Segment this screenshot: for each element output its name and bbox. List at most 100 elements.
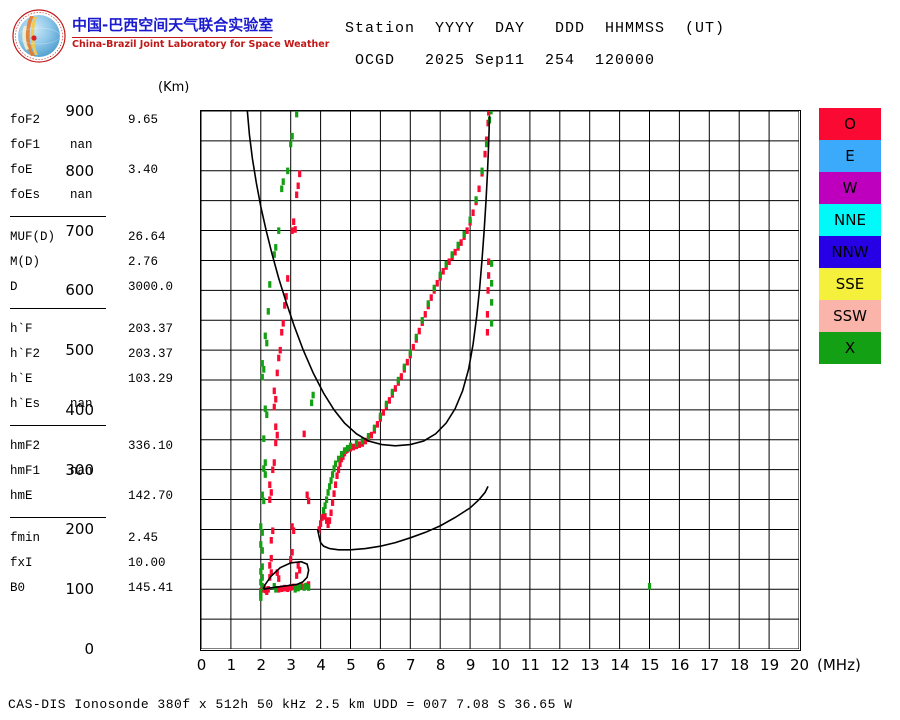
param-row: foF1 nan <box>10 133 140 158</box>
legend-item-nne[interactable]: NNE <box>819 204 881 236</box>
lab-title-en: China-Brazil Joint Laboratory for Space … <box>72 39 330 50</box>
param-row: foEs nan <box>10 183 140 208</box>
x-tick-label: 4 <box>316 656 326 674</box>
grid-lines <box>201 111 800 650</box>
param-key: B0 <box>10 581 26 595</box>
legend-item-e[interactable]: E <box>819 140 881 172</box>
param-key: M(D) <box>10 255 41 269</box>
param-row: hmF1 nan <box>10 459 140 484</box>
param-key: foE <box>10 163 33 177</box>
x-tick-label: 13 <box>580 656 600 674</box>
y-tick-label: 600 <box>65 281 94 300</box>
legend-item-ssw[interactable]: SSW <box>819 300 881 332</box>
param-row: MUF(D) 26.64 <box>10 225 166 250</box>
lab-title-cn: 中国-巴西空间天气联合实验室 <box>72 16 274 34</box>
ionogram-plot-area[interactable] <box>200 110 801 651</box>
y-tick-label: 300 <box>65 460 94 479</box>
branding-divider <box>72 37 272 38</box>
param-row: B0 145.41 <box>10 576 173 601</box>
y-tick-label: 700 <box>65 221 94 240</box>
x-tick-label: 12 <box>550 656 570 674</box>
y-tick-label: 800 <box>65 161 94 180</box>
param-row: M(D) 2.76 <box>10 250 158 275</box>
instrument-footer: CAS-DIS Ionosonde 380f x 512h 50 kHz 2.5… <box>8 697 573 712</box>
y-axis-unit-label: (Km) <box>158 80 190 95</box>
y-tick-label: 900 <box>65 102 94 120</box>
param-key: h`E <box>10 372 33 386</box>
param-row: fxI 10.00 <box>10 551 166 576</box>
x-tick-label: 3 <box>286 656 296 674</box>
param-key: hmF2 <box>10 439 41 453</box>
x-tick-label: 15 <box>640 656 660 674</box>
param-key: foF1 <box>10 138 41 152</box>
param-key: foF2 <box>10 113 41 127</box>
y-tick-label: 100 <box>65 580 94 599</box>
param-group-muf: MUF(D) 26.64 M(D) 2.76 D 3000.0 <box>10 225 173 300</box>
param-group-misc: fmin 2.45 fxI 10.00 B0 145.41 <box>10 526 173 601</box>
x-tick-label: 7 <box>406 656 416 674</box>
true-height-profile-curve <box>246 111 491 591</box>
echo-series-o <box>259 111 491 597</box>
x-tick-label: 0 <box>196 656 207 674</box>
x-tick-label: 2 <box>256 656 267 674</box>
param-group-peak-heights: hmF2 336.10 hmF1 nan hmE 142.70 <box>10 434 173 509</box>
x-tick-label: 16 <box>670 656 690 674</box>
legend-item-x[interactable]: X <box>819 332 881 364</box>
param-key: fxI <box>10 556 33 570</box>
x-tick-label: 19 <box>760 656 780 674</box>
x-tick-label: 14 <box>610 656 630 674</box>
y-tick-label: 200 <box>65 520 94 539</box>
x-tick-label: 18 <box>730 656 750 674</box>
param-key: fmin <box>10 531 41 545</box>
y-tick-label: 0 <box>84 640 94 658</box>
param-row: h`F2 203.37 <box>10 342 173 367</box>
param-key: h`F2 <box>10 347 41 361</box>
x-tick-label: 8 <box>435 656 446 674</box>
x-tick-label: 6 <box>376 656 386 674</box>
legend-item-nnw[interactable]: NNW <box>819 236 881 268</box>
globe-emblem-icon <box>8 8 70 64</box>
param-divider <box>10 308 106 309</box>
param-row: h`F 203.37 <box>10 317 173 342</box>
param-row: fmin 2.45 <box>10 526 158 551</box>
param-key: h`F <box>10 322 33 336</box>
ionogram-canvas[interactable] <box>201 111 800 650</box>
y-tick-label: 400 <box>65 400 94 419</box>
x-tick-label: 17 <box>700 656 720 674</box>
lab-branding: 中国-巴西空间天气联合实验室 China-Brazil Joint Labora… <box>72 14 352 50</box>
param-divider <box>10 517 106 518</box>
param-group-virtual-heights: h`F 203.37 h`F2 203.37 h`E 103.29 h`Es nan <box>10 317 173 417</box>
station-header-values: OCGD 2025 Sep11 254 120000 <box>355 52 656 69</box>
echo-series-x <box>259 111 652 601</box>
x-tick-label: 20 <box>789 656 810 674</box>
y-tick-label: 500 <box>65 341 94 360</box>
legend-item-sse[interactable]: SSE <box>819 268 881 300</box>
legend-item-o[interactable]: O <box>819 108 881 140</box>
polarization-legend: O E W NNE NNW SSE SSW X <box>819 108 881 364</box>
param-key: foEs <box>10 188 41 202</box>
station-header-labels: Station YYYY DAY DDD HHMMSS (UT) <box>345 20 726 37</box>
param-key: hmF1 <box>10 464 41 478</box>
param-divider <box>10 216 106 217</box>
param-row: h`E 103.29 <box>10 367 173 392</box>
param-row: foE 3.40 <box>10 158 158 183</box>
param-row: D 3000.0 <box>10 275 173 300</box>
param-row: h`Es nan <box>10 392 140 417</box>
x-tick-label: 1 <box>226 656 237 674</box>
x-tick-label: 10 <box>490 656 511 674</box>
param-row: foF2 9.65 <box>10 108 158 133</box>
param-group-critical-frequencies: foF2 9.65 foF1 nan foE 3.40 foEs nan <box>10 108 158 208</box>
ionospheric-parameters-panel: foF2 9.65 foF1 nan foE 3.40 foEs nan MUF(D) 26.6… <box>10 108 173 603</box>
x-tick-label: 11 <box>520 656 540 674</box>
param-key: D <box>10 280 18 294</box>
param-key: MUF(D) <box>10 230 56 244</box>
param-key: h`Es <box>10 397 41 411</box>
x-tick-label: 5 <box>346 656 356 674</box>
param-row: hmE 142.70 <box>10 484 173 509</box>
param-key: hmE <box>10 489 33 503</box>
param-divider <box>10 425 106 426</box>
legend-item-w[interactable]: W <box>819 172 881 204</box>
param-row: hmF2 336.10 <box>10 434 173 459</box>
x-tick-label: 9 <box>465 656 476 674</box>
